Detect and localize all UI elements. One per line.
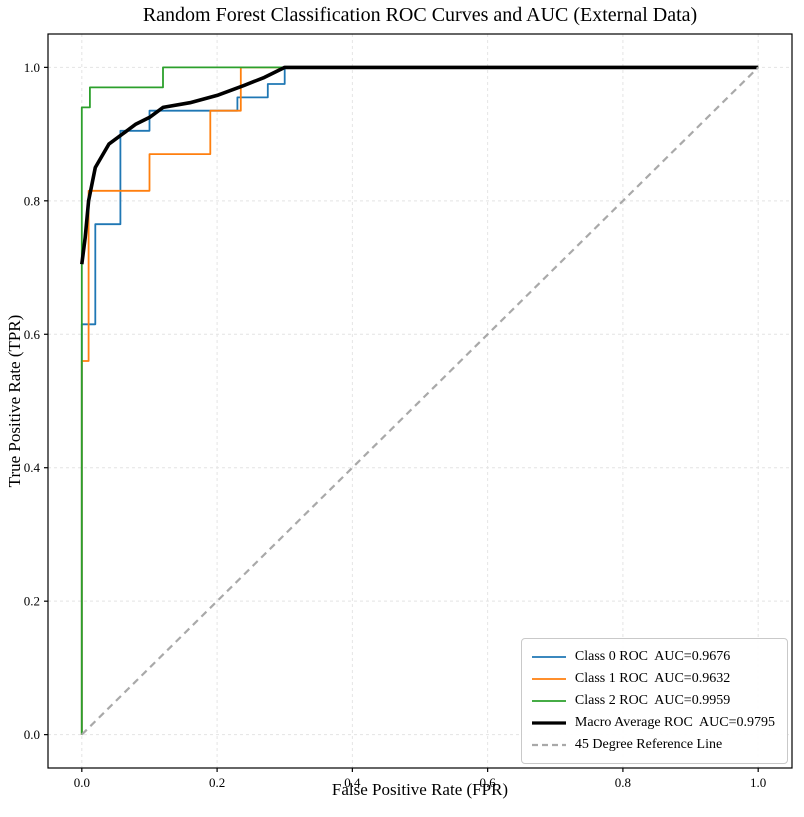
axes-frame: [47, 33, 793, 769]
y-tick-label: 1.0: [24, 60, 40, 75]
y-tick-label: 0.0: [24, 727, 40, 742]
y-tick-label: 0.2: [24, 594, 40, 609]
x-tick-label: 0.6: [480, 775, 497, 790]
legend-line-sample: [531, 740, 567, 750]
legend-line-sample: [531, 696, 567, 706]
legend-line-sample: [531, 674, 567, 684]
legend-label: Class 1 ROC AUC=0.9632: [574, 671, 731, 686]
legend-item-0: Class 0 ROC AUC=0.9676: [531, 646, 775, 668]
x-tick-label: 1.0: [750, 775, 766, 790]
y-tick-label: 0.6: [24, 327, 41, 342]
legend-item-1: Class 1 ROC AUC=0.9632: [531, 668, 775, 690]
x-tick-label: 0.4: [344, 775, 361, 790]
y-tick-label: 0.4: [24, 460, 41, 475]
x-tick-label: 0.2: [209, 775, 225, 790]
x-axis-label: False Positive Rate (FPR): [331, 780, 509, 799]
legend-item-4: 45 Degree Reference Line: [531, 734, 775, 756]
x-tick-label: 0.0: [74, 775, 90, 790]
y-tick-label: 0.8: [24, 193, 40, 208]
roc-series-1: [80, 66, 759, 735]
legend-item-2: Class 2 ROC AUC=0.9959: [531, 690, 775, 712]
legend-label: Class 0 ROC AUC=0.9676: [574, 649, 731, 664]
legend: Class 0 ROC AUC=0.9676 Class 1 ROC AUC=0.…: [520, 638, 788, 764]
legend-line-sample: [531, 652, 567, 662]
legend-label: 45 Degree Reference Line: [574, 737, 723, 752]
x-tick-label: 0.8: [615, 775, 631, 790]
legend-item-3: Macro Average ROC AUC=0.9795: [531, 712, 775, 734]
roc-series-2: [80, 66, 759, 735]
legend-label: Class 2 ROC AUC=0.9959: [574, 693, 731, 708]
roc-series-3: [80, 65, 759, 265]
legend-label: Macro Average ROC AUC=0.9795: [574, 715, 775, 730]
roc-series-0: [80, 66, 759, 735]
legend-line-sample: [531, 718, 567, 728]
chart-title: Random Forest Classification ROC Curves …: [142, 4, 698, 26]
roc-series-4: [81, 66, 759, 736]
